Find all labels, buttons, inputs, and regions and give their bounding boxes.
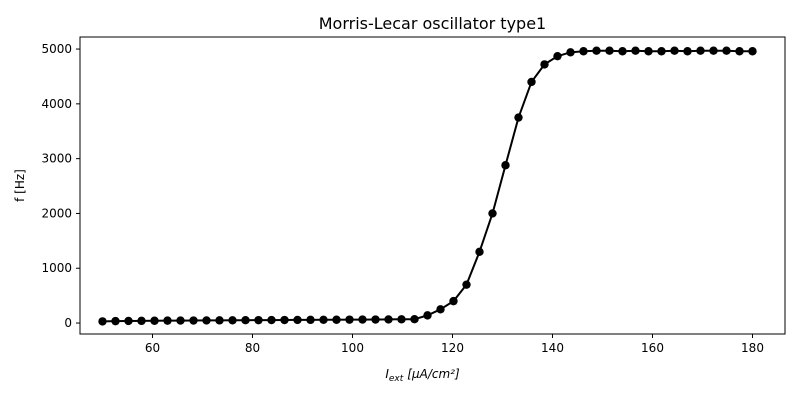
- data-point: [267, 315, 276, 325]
- data-point: [553, 51, 562, 61]
- data-point: [735, 47, 744, 56]
- y-tick-label: 3000: [41, 152, 72, 166]
- data-point: [436, 305, 445, 314]
- x-tick-label: 100: [341, 341, 364, 355]
- data-point: [683, 47, 692, 56]
- data-point: [618, 47, 627, 56]
- y-tick-label: 4000: [41, 97, 72, 111]
- data-point: [488, 209, 497, 218]
- chart-title: Morris-Lecar oscillator type1: [319, 14, 546, 33]
- data-point: [397, 315, 406, 324]
- y-tick-label: 1000: [41, 261, 72, 275]
- data-point: [696, 46, 705, 55]
- data-point: [189, 316, 198, 325]
- plot-area: [80, 37, 785, 334]
- x-axis-ticks: 60 80 100 120 140 160 180: [145, 334, 764, 355]
- data-point: [280, 315, 289, 325]
- data-point: [514, 113, 523, 122]
- data-point: [423, 311, 432, 320]
- data-point: [358, 315, 367, 324]
- data-point: [293, 315, 302, 325]
- data-point: [475, 247, 484, 256]
- data-point: [644, 47, 653, 56]
- data-point: [709, 46, 718, 55]
- data-point: [345, 315, 354, 324]
- x-tick-label: 80: [245, 341, 260, 355]
- data-point: [579, 47, 588, 56]
- y-tick-label: 5000: [41, 42, 72, 56]
- data-point: [449, 296, 458, 306]
- y-axis-label: f [Hz]: [13, 169, 27, 202]
- data-point: [462, 280, 471, 289]
- x-axis-label-main: I: [385, 367, 389, 381]
- data-point: [540, 60, 549, 69]
- data-point: [722, 46, 731, 55]
- x-axis-label-units: [μA/cm²]: [407, 367, 460, 381]
- data-point: [150, 316, 159, 325]
- data-point: [384, 315, 393, 324]
- data-point: [137, 316, 146, 326]
- data-point: [748, 47, 757, 56]
- data-point: [215, 316, 224, 325]
- data-point: [371, 315, 380, 324]
- x-tick-label: 160: [641, 341, 664, 355]
- axes-frame: [79, 36, 786, 335]
- x-tick-label: 120: [441, 341, 464, 355]
- data-point: [111, 316, 120, 326]
- x-axis-label-sub: ext: [389, 374, 404, 384]
- data-point: [202, 316, 211, 325]
- data-point: [124, 316, 133, 326]
- x-tick-label: 60: [145, 341, 160, 355]
- x-axis-label: Iext [μA/cm²]: [385, 367, 460, 384]
- x-tick-label: 180: [741, 341, 764, 355]
- data-point: [163, 316, 172, 325]
- data-point: [592, 46, 601, 55]
- data-point: [176, 316, 185, 325]
- data-point: [657, 47, 666, 56]
- data-point: [566, 48, 575, 57]
- data-point: [631, 46, 640, 55]
- y-tick-label: 2000: [41, 206, 72, 220]
- data-point: [241, 315, 250, 325]
- data-point: [254, 315, 263, 325]
- y-tick-label: 0: [64, 316, 72, 330]
- data-point: [605, 46, 614, 55]
- data-point: [410, 315, 419, 324]
- data-point: [527, 77, 536, 87]
- data-point: [306, 315, 315, 325]
- y-axis-ticks: 0 1000 2000 3000 4000 5000: [41, 42, 80, 330]
- data-point: [98, 317, 107, 326]
- data-point: [501, 161, 510, 170]
- data-point: [319, 315, 328, 325]
- data-point: [228, 316, 237, 325]
- data-point: [670, 46, 679, 55]
- series-layer: [98, 46, 757, 326]
- x-tick-label: 140: [541, 341, 564, 355]
- data-point: [332, 315, 341, 324]
